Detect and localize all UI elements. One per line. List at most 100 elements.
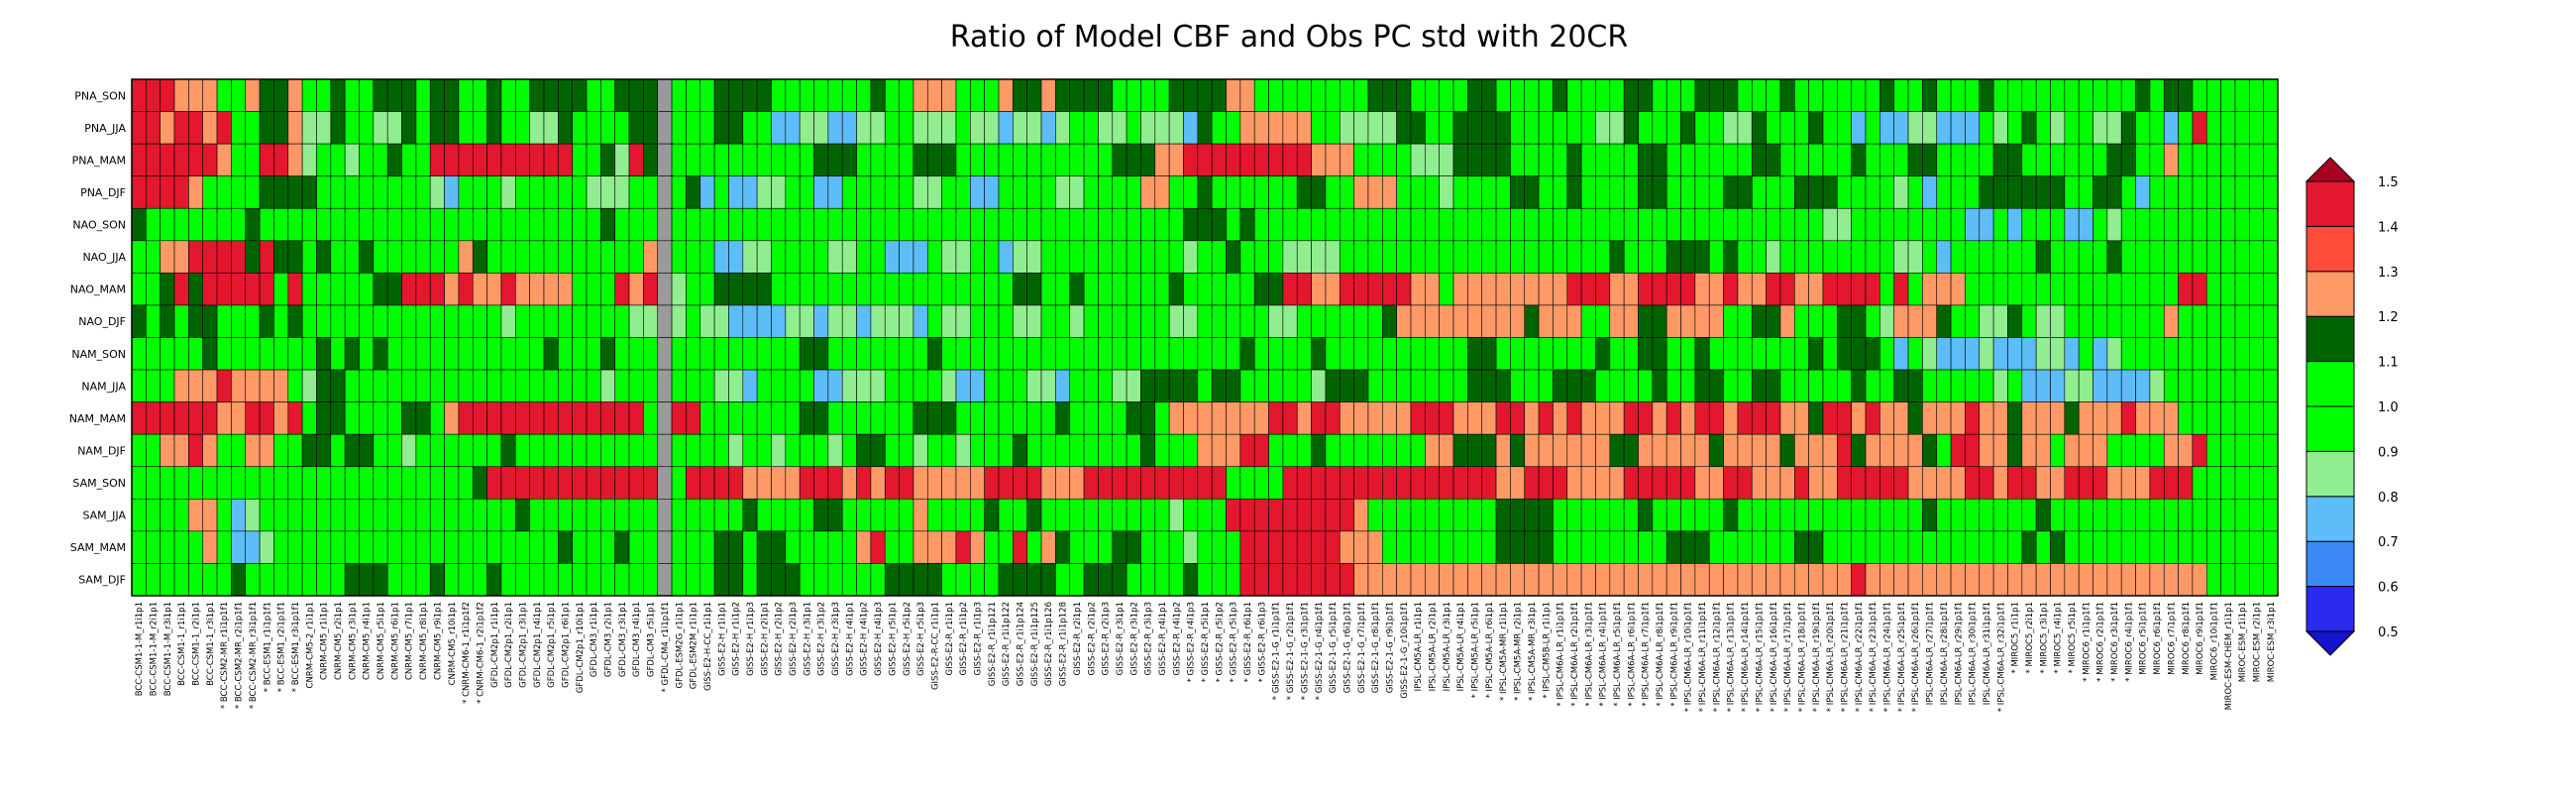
heatmap-cell <box>1339 304 1354 338</box>
heatmap-cell <box>1197 337 1213 371</box>
heatmap-cell <box>1239 273 1255 306</box>
heatmap-cell <box>1098 337 1114 371</box>
heatmap-cell <box>458 401 474 435</box>
heatmap-cell <box>671 240 687 274</box>
heatmap-cell <box>1723 175 1739 209</box>
heatmap-cell <box>2078 433 2093 468</box>
column-labels: BCC-CSM1-1-M_r1i1p1 BCC-CSM1-1-M_r2i1p1 BC… <box>135 602 2277 712</box>
heatmap-cell <box>1879 499 1894 532</box>
heatmap-cell <box>970 499 985 532</box>
heatmap-cell <box>1766 111 1781 145</box>
heatmap-cell <box>2106 401 2122 435</box>
heatmap-cell <box>870 143 886 176</box>
heatmap-cell <box>2163 78 2179 112</box>
heatmap-cell <box>1723 401 1739 435</box>
heatmap-cell <box>2007 143 2023 176</box>
heatmap-cell <box>1311 337 1327 371</box>
column-label: * IPSL-CM5A-MR_r2i1p1 <box>1514 602 1524 701</box>
heatmap-cell <box>444 304 460 338</box>
heatmap-cell <box>344 111 360 145</box>
heatmap-cells <box>131 78 2279 597</box>
heatmap-cell <box>1851 240 1867 274</box>
heatmap-cell <box>799 240 814 274</box>
heatmap-cell <box>884 240 900 274</box>
heatmap-cell <box>373 337 388 371</box>
heatmap-cell <box>1325 433 1341 468</box>
heatmap-cell <box>856 369 872 402</box>
heatmap-cell <box>188 273 204 306</box>
heatmap-cell <box>2234 304 2250 338</box>
heatmap-cell <box>1083 563 1099 597</box>
heatmap-cell <box>259 530 274 564</box>
heatmap-cell <box>1197 143 1213 176</box>
heatmap-cell <box>1680 207 1696 242</box>
heatmap-cell <box>1154 175 1170 209</box>
heatmap-cell <box>1339 207 1354 242</box>
heatmap-cell <box>899 207 914 242</box>
heatmap-cell <box>1965 499 1981 532</box>
heatmap-cell <box>1311 433 1327 468</box>
heatmap-cell <box>841 337 857 371</box>
heatmap-cell <box>671 433 687 468</box>
heatmap-cell <box>1595 401 1611 435</box>
heatmap-cell <box>1779 240 1795 274</box>
heatmap-cell <box>458 433 474 468</box>
heatmap-cell <box>1452 369 1468 402</box>
heatmap-cell <box>884 175 900 209</box>
heatmap-cell <box>713 466 729 500</box>
heatmap-cell <box>344 240 360 274</box>
heatmap-cell <box>2220 499 2236 532</box>
heatmap-cell <box>1140 466 1156 500</box>
heatmap-cell <box>2035 563 2051 597</box>
heatmap-cell <box>330 401 346 435</box>
heatmap-cell <box>1595 175 1611 209</box>
heatmap-cell <box>287 304 303 338</box>
heatmap-cell <box>1467 530 1483 564</box>
heatmap-cell <box>1425 304 1440 338</box>
heatmap-cell <box>1112 466 1127 500</box>
column-label: IPSL-CM5A-LR_r4i1p1 <box>1456 602 1466 691</box>
heatmap-cell <box>1965 143 1981 176</box>
heatmap-cell <box>1126 111 1141 145</box>
heatmap-cell <box>1879 207 1894 242</box>
heatmap-cell <box>1467 466 1483 500</box>
heatmap-cell <box>2120 273 2136 306</box>
heatmap-cell <box>1524 207 1540 242</box>
heatmap-cell <box>1851 175 1867 209</box>
heatmap-cell <box>1879 563 1894 597</box>
heatmap-cell <box>1580 78 1596 112</box>
heatmap-cell <box>1168 78 1184 112</box>
heatmap-cell <box>1197 530 1213 564</box>
heatmap-cell <box>1595 499 1611 532</box>
heatmap-cell <box>899 337 914 371</box>
heatmap-cell <box>1694 240 1710 274</box>
heatmap-cell <box>386 175 402 209</box>
heatmap-cell <box>813 78 829 112</box>
heatmap-cell <box>1452 337 1468 371</box>
heatmap-cell <box>1339 369 1354 402</box>
heatmap-cell <box>415 499 431 532</box>
heatmap-cell <box>146 304 161 338</box>
heatmap-cell <box>1766 433 1781 468</box>
heatmap-cell <box>785 369 801 402</box>
heatmap-cell <box>386 563 402 597</box>
heatmap-cell <box>2078 337 2093 371</box>
heatmap-cell <box>1808 175 1824 209</box>
heatmap-cell <box>1510 304 1526 338</box>
heatmap-cell <box>146 273 161 306</box>
heatmap-cell <box>1253 143 1269 176</box>
heatmap-cell <box>301 369 317 402</box>
heatmap-cell <box>771 240 787 274</box>
heatmap-cell <box>1367 369 1383 402</box>
heatmap-cell <box>2220 175 2236 209</box>
heatmap-cell <box>1808 111 1824 145</box>
heatmap-cell <box>444 369 460 402</box>
heatmap-cell <box>1154 337 1170 371</box>
heatmap-cell <box>955 273 971 306</box>
heatmap-cell <box>415 78 431 112</box>
heatmap-cell <box>771 207 787 242</box>
heatmap-cell <box>1965 111 1981 145</box>
heatmap-cell <box>1425 273 1440 306</box>
heatmap-cell <box>799 369 814 402</box>
heatmap-cell <box>373 207 388 242</box>
